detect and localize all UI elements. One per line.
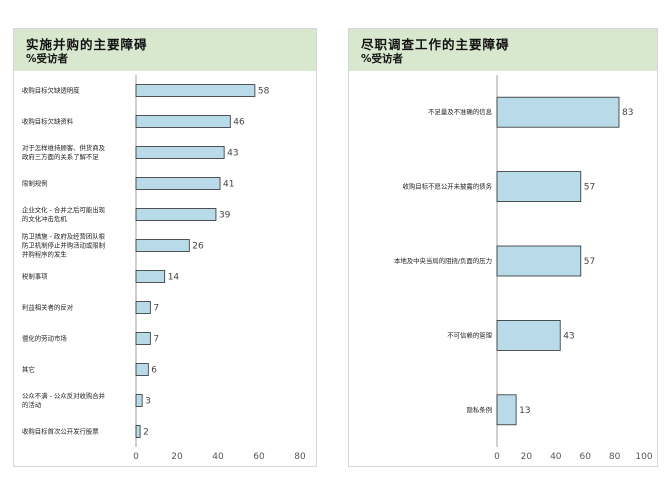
- chart-panel-right: 尽职调查工作的主要障碍 %受访者 0 20 40 60 80 100 83 不足量及不准确的信…: [348, 28, 658, 467]
- chart-subtitle: %受访者: [26, 53, 69, 65]
- bar: [135, 239, 190, 252]
- bar-value-label: 58: [258, 87, 270, 97]
- category-label: 隐私条例: [466, 405, 492, 414]
- chart-header: 尽职调查工作的主要障碍 %受访者: [349, 29, 657, 71]
- x-tick-label: 0: [133, 452, 139, 462]
- x-tick-label: 20: [171, 452, 183, 462]
- bar-value-label: 6: [151, 366, 157, 376]
- x-tick-label: 0: [494, 452, 500, 462]
- bar-value-label: 43: [227, 149, 238, 159]
- bar: [135, 425, 141, 438]
- category-label: 僵化的劳动市场: [22, 334, 67, 343]
- x-tick-label: 60: [579, 452, 591, 462]
- category-label: 不足量及不准确的信息: [428, 107, 493, 116]
- bar-value-label: 43: [563, 331, 574, 341]
- category-label: 企业文化 - 合并之后可能出现的文化冲击危机: [22, 205, 106, 223]
- x-tick-label: 40: [550, 452, 562, 462]
- category-label: 利益相关者的反对: [22, 303, 74, 312]
- category-label: 限制规例: [22, 179, 48, 188]
- category-label: 本地及中央当局的阻挠/负面的压力: [394, 256, 492, 265]
- x-tick-label: 60: [253, 452, 265, 462]
- category-label: 收购目标不愿公开未披露的债务: [403, 182, 493, 191]
- chart-title: 实施并购的主要障碍: [26, 37, 148, 52]
- bar: [135, 84, 256, 97]
- category-label: 公众不满 - 公众反对收购合并的活动: [22, 391, 106, 409]
- bar-value-label: 7: [153, 335, 159, 345]
- chart-header: 实施并购的主要障碍 %受访者: [14, 29, 316, 71]
- category-label: 其它: [22, 365, 35, 374]
- bar: [135, 394, 143, 407]
- chart-title: 尽职调查工作的主要障碍: [361, 37, 510, 52]
- bar: [135, 146, 225, 159]
- bar: [135, 332, 151, 345]
- bar: [135, 301, 151, 314]
- bar-chart-left: 0 20 40 60 80 58 收购目标欠缺透明度 46 收购目标欠缺资料 43 对于怎样维持顾客…: [22, 75, 306, 462]
- bar-value-label: 14: [168, 273, 180, 283]
- category-label: 税制事项: [22, 272, 48, 281]
- bar-value-label: 46: [233, 118, 245, 128]
- bar-value-label: 57: [584, 257, 595, 267]
- category-label: 防卫措施 - 政府及经营团队根防卫机制停止并购活动或限制并购程序的发生: [22, 232, 106, 259]
- bar: [135, 270, 166, 283]
- bar: [135, 363, 149, 376]
- category-label: 收购目标欠缺资料: [22, 117, 74, 126]
- bar-value-label: 83: [622, 108, 633, 118]
- bar: [496, 96, 620, 128]
- bar-value-label: 2: [143, 428, 149, 438]
- category-label: 收购目标首次公开发行股票: [22, 427, 99, 436]
- category-label: 收购目标欠缺透明度: [22, 86, 80, 95]
- bar-value-label: 3: [145, 397, 151, 407]
- bar: [496, 171, 582, 203]
- category-label: 不可信赖的管理: [447, 330, 492, 339]
- bar-value-label: 41: [223, 180, 234, 190]
- bar: [135, 208, 217, 221]
- bar-value-label: 13: [519, 406, 530, 416]
- x-tick-label: 80: [294, 452, 306, 462]
- bar-value-label: 7: [153, 304, 159, 314]
- bar: [135, 115, 231, 128]
- bar: [496, 319, 561, 351]
- bar-value-label: 26: [192, 242, 204, 252]
- bar-value-label: 57: [584, 183, 595, 193]
- bar: [496, 245, 582, 277]
- x-tick-label: 100: [635, 452, 652, 462]
- bar: [135, 177, 221, 190]
- bar: [496, 394, 517, 426]
- chart-subtitle: %受访者: [361, 53, 404, 65]
- x-tick-label: 80: [609, 452, 621, 462]
- chart-panel-left: 实施并购的主要障碍 %受访者 0 20 40 60 80 58 收购目标欠缺透明度 46 收购目…: [13, 28, 317, 467]
- bar-value-label: 39: [219, 211, 231, 221]
- bar-chart-right: 0 20 40 60 80 100 83 不足量及不准确的信息 57 收购目标不愿公开未披露的债务…: [394, 75, 653, 462]
- x-tick-label: 20: [521, 452, 533, 462]
- x-tick-label: 40: [212, 452, 224, 462]
- category-label: 对于怎样维持顾客、供货商及政府三方面的关系了解不足: [22, 143, 106, 161]
